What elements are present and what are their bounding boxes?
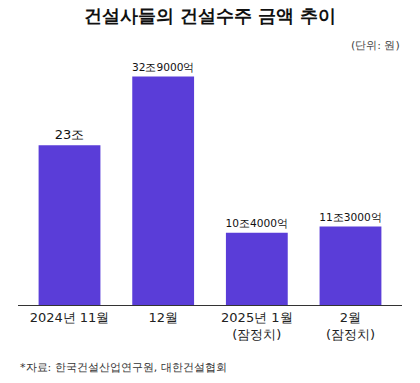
svg-text:32조9000억: 32조9000억 bbox=[132, 61, 195, 74]
svg-text:10조4000억: 10조4000억 bbox=[226, 217, 289, 230]
svg-text:23조: 23조 bbox=[55, 127, 85, 142]
svg-text:12월: 12월 bbox=[148, 310, 178, 325]
svg-text:2024년 11월: 2024년 11월 bbox=[30, 310, 110, 325]
svg-text:2월(잠정치): 2월(잠정치) bbox=[326, 310, 375, 342]
svg-text:건설사들의 건설수주 금액 추이: 건설사들의 건설수주 금액 추이 bbox=[84, 5, 337, 26]
svg-text:(단위: 원): (단위: 원) bbox=[351, 39, 400, 52]
svg-text:*자료: 한국건설산업연구원, 대한건설협회: *자료: 한국건설산업연구원, 대한건설협회 bbox=[20, 361, 227, 374]
svg-text:2025년 1월(잠정치): 2025년 1월(잠정치) bbox=[221, 310, 293, 342]
svg-text:11조3000억: 11조3000억 bbox=[319, 211, 382, 224]
